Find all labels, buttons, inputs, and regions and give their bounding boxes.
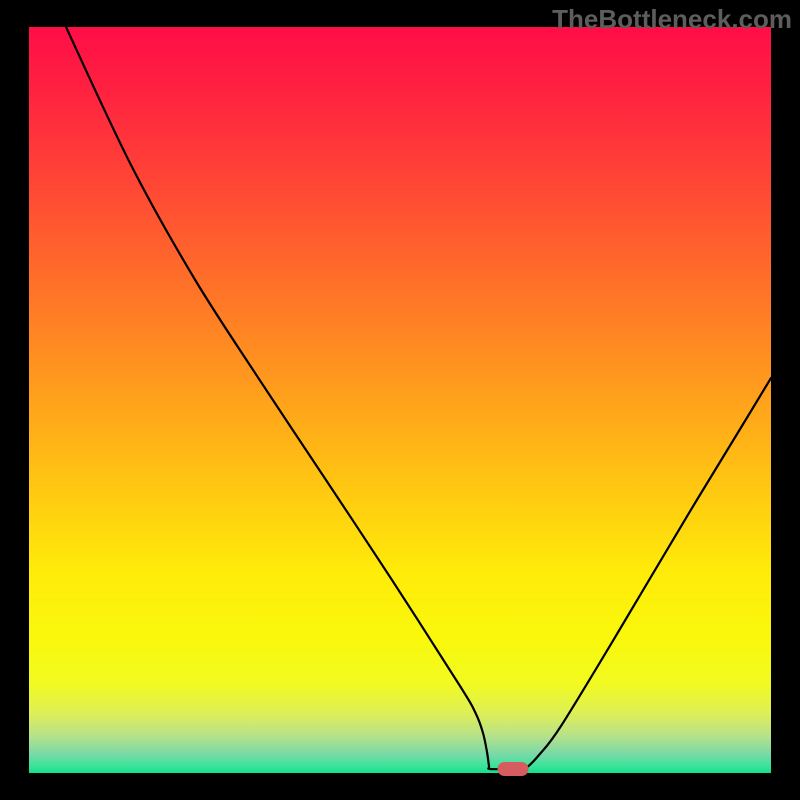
bottleneck-chart <box>0 0 800 800</box>
optimal-marker <box>498 762 529 776</box>
watermark-text: TheBottleneck.com <box>552 4 792 35</box>
chart-container <box>0 0 800 800</box>
plot-background-gradient <box>29 27 771 773</box>
